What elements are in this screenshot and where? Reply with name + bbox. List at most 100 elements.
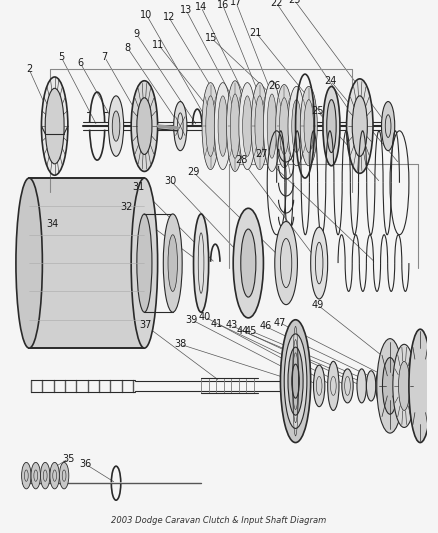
Text: 44: 44 (236, 326, 248, 336)
Ellipse shape (112, 111, 120, 141)
Text: 15: 15 (205, 33, 217, 43)
Text: 39: 39 (185, 315, 197, 325)
Text: 43: 43 (225, 320, 237, 330)
Text: 17: 17 (230, 0, 242, 7)
Ellipse shape (251, 83, 268, 169)
Ellipse shape (230, 94, 239, 158)
Ellipse shape (137, 98, 152, 155)
Ellipse shape (218, 96, 227, 156)
Text: 9: 9 (134, 29, 140, 39)
Text: 32: 32 (120, 203, 132, 212)
Ellipse shape (322, 86, 339, 166)
Text: 37: 37 (139, 320, 151, 330)
Text: 22: 22 (270, 0, 282, 9)
Ellipse shape (168, 235, 177, 292)
Text: 45: 45 (244, 326, 257, 336)
Ellipse shape (310, 227, 327, 299)
Ellipse shape (131, 81, 157, 172)
Ellipse shape (40, 463, 50, 489)
Text: 31: 31 (132, 182, 145, 191)
Ellipse shape (254, 96, 264, 156)
Text: 10: 10 (140, 10, 152, 20)
Ellipse shape (238, 83, 255, 169)
Ellipse shape (381, 358, 397, 414)
Text: 11: 11 (152, 40, 164, 50)
Ellipse shape (45, 88, 64, 164)
Ellipse shape (304, 100, 313, 152)
Ellipse shape (356, 369, 366, 403)
Text: 25: 25 (310, 106, 323, 116)
Text: 5: 5 (58, 52, 64, 62)
Ellipse shape (375, 369, 385, 403)
Text: 7: 7 (101, 52, 108, 62)
Ellipse shape (287, 86, 304, 166)
Ellipse shape (233, 208, 263, 318)
Text: 6: 6 (77, 58, 83, 68)
Ellipse shape (274, 222, 297, 305)
Ellipse shape (351, 96, 367, 156)
Text: 26: 26 (268, 82, 280, 92)
Text: 14: 14 (194, 2, 207, 12)
Ellipse shape (313, 365, 324, 407)
Text: 29: 29 (187, 167, 199, 177)
Text: 27: 27 (255, 149, 267, 159)
Ellipse shape (326, 100, 336, 152)
Text: 38: 38 (174, 340, 186, 349)
Text: 13: 13 (180, 5, 192, 15)
Ellipse shape (327, 361, 338, 410)
Text: 35: 35 (63, 454, 75, 464)
Text: 46: 46 (258, 321, 271, 332)
Text: 40: 40 (198, 312, 211, 322)
Text: 2: 2 (26, 64, 32, 75)
Ellipse shape (50, 463, 59, 489)
Text: 24: 24 (324, 76, 336, 86)
Text: 47: 47 (273, 318, 285, 328)
Ellipse shape (214, 83, 231, 169)
Polygon shape (29, 178, 144, 348)
Ellipse shape (408, 329, 431, 442)
Text: 28: 28 (235, 155, 247, 165)
Text: 49: 49 (311, 300, 323, 310)
Text: 16: 16 (216, 0, 228, 10)
Text: 30: 30 (164, 176, 177, 186)
Ellipse shape (283, 334, 306, 429)
Ellipse shape (16, 178, 42, 348)
Text: 12: 12 (162, 12, 175, 22)
Ellipse shape (366, 371, 375, 401)
Text: 34: 34 (46, 220, 59, 229)
Ellipse shape (193, 214, 208, 312)
Ellipse shape (240, 229, 255, 297)
Ellipse shape (108, 96, 124, 156)
Ellipse shape (41, 77, 68, 175)
Text: 21: 21 (249, 28, 261, 37)
Ellipse shape (346, 79, 372, 173)
Ellipse shape (226, 81, 243, 172)
Text: 8: 8 (124, 43, 130, 53)
Ellipse shape (31, 463, 40, 489)
Text: 41: 41 (211, 319, 223, 328)
Ellipse shape (279, 98, 288, 155)
Ellipse shape (287, 347, 302, 415)
Ellipse shape (163, 214, 182, 312)
Ellipse shape (131, 178, 157, 348)
Ellipse shape (59, 463, 69, 489)
Ellipse shape (398, 361, 409, 410)
Ellipse shape (205, 96, 215, 156)
Ellipse shape (376, 338, 403, 433)
Ellipse shape (291, 364, 299, 398)
Ellipse shape (21, 463, 31, 489)
Ellipse shape (341, 369, 352, 403)
Ellipse shape (242, 96, 251, 156)
Text: 23: 23 (288, 0, 300, 5)
Ellipse shape (392, 344, 415, 427)
Text: 36: 36 (80, 459, 92, 469)
Ellipse shape (173, 101, 187, 151)
Ellipse shape (300, 86, 317, 166)
Ellipse shape (381, 101, 394, 151)
Ellipse shape (267, 94, 276, 158)
Ellipse shape (291, 100, 300, 152)
Ellipse shape (280, 320, 310, 442)
Ellipse shape (201, 83, 219, 169)
Text: 2003 Dodge Caravan Clutch & Input Shaft Diagram: 2003 Dodge Caravan Clutch & Input Shaft … (111, 516, 326, 525)
Ellipse shape (263, 81, 280, 172)
